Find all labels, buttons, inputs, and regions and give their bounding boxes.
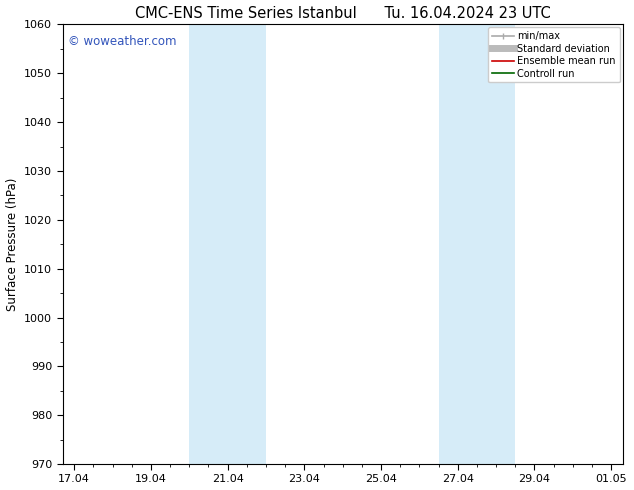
Y-axis label: Surface Pressure (hPa): Surface Pressure (hPa) xyxy=(6,177,18,311)
Bar xyxy=(439,24,515,464)
Bar xyxy=(189,24,266,464)
Title: CMC-ENS Time Series Istanbul      Tu. 16.04.2024 23 UTC: CMC-ENS Time Series Istanbul Tu. 16.04.2… xyxy=(135,5,550,21)
Text: © woweather.com: © woweather.com xyxy=(68,35,177,49)
Legend: min/max, Standard deviation, Ensemble mean run, Controll run: min/max, Standard deviation, Ensemble me… xyxy=(488,27,620,82)
